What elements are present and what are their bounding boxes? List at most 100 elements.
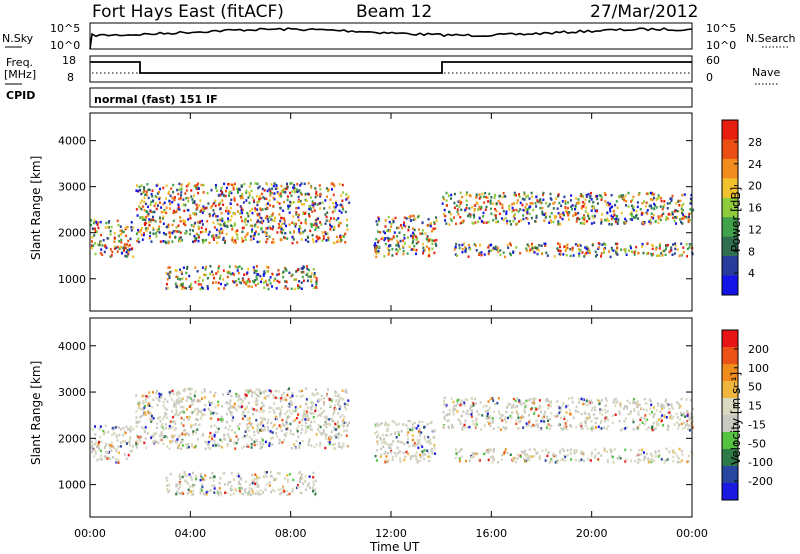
scatter-cell (302, 482, 304, 485)
scatter-cell (276, 418, 279, 421)
scatter-cell (298, 189, 301, 192)
scatter-cell (129, 435, 132, 439)
scatter-cell (503, 194, 506, 198)
scatter-cell (201, 230, 204, 234)
scatter-cell (511, 203, 514, 206)
scatter-cell (166, 278, 169, 281)
scatter-cell (558, 213, 561, 216)
scatter-cell (325, 187, 328, 190)
scatter-cell (476, 410, 479, 413)
scatter-cell (260, 429, 263, 433)
scatter-cell (347, 423, 349, 427)
scatter-cell (160, 424, 163, 428)
scatter-cell (217, 270, 220, 273)
scatter-cell (627, 413, 630, 416)
scatter-cell (485, 450, 488, 453)
scatter-cell (535, 419, 538, 422)
scatter-cell (117, 445, 120, 448)
scatter-cell (582, 453, 585, 457)
scatter-cell (304, 221, 307, 224)
scatter-cell (550, 458, 553, 461)
scatter-cell (520, 402, 523, 406)
scatter-cell (564, 249, 567, 252)
scatter-cell (496, 248, 499, 251)
scatter-cell (304, 425, 307, 428)
scatter-cell (687, 220, 690, 223)
scatter-cell (654, 204, 657, 207)
scatter-cell (244, 430, 247, 433)
scatter-cell (120, 252, 123, 255)
scatter-cell (510, 243, 512, 247)
scatter-cell (185, 189, 188, 192)
scatter-cell (578, 401, 581, 404)
scatter-cell (386, 247, 389, 250)
scatter-cell (512, 209, 515, 212)
scatter-cell (329, 437, 332, 441)
scatter-cell (413, 248, 416, 252)
scatter-cell (204, 268, 207, 271)
scatter-cell (455, 242, 458, 246)
scatter-cell (445, 199, 448, 202)
scatter-cell (606, 459, 609, 462)
scatter-cell (299, 395, 302, 398)
scatter-cell (312, 488, 315, 491)
scatter-cell (654, 427, 657, 430)
scatter-cell (306, 412, 309, 416)
scatter-cell (562, 253, 565, 256)
scatter-cell (690, 193, 693, 197)
scatter-cell (319, 442, 322, 445)
scatter-cell (668, 407, 671, 411)
scatter-cell (221, 420, 224, 423)
scatter-cell (628, 249, 631, 252)
scatter-cell (219, 418, 222, 421)
scatter-cell (249, 182, 252, 185)
scatter-cell (199, 410, 202, 414)
scatter-cell (418, 228, 420, 231)
scatter-cell (678, 254, 681, 258)
scatter-cell (525, 424, 528, 428)
scatter-cell (111, 441, 114, 445)
scatter-cell (517, 416, 520, 420)
scatter-cell (611, 248, 613, 251)
scatter-cell (162, 222, 165, 225)
y-tick-label: 4000 (58, 135, 86, 148)
scatter-cell (597, 452, 600, 455)
scatter-cell (228, 271, 231, 274)
scatter-cell (662, 205, 665, 209)
scatter-cell (568, 218, 570, 221)
scatter-cell (282, 190, 285, 194)
x-tick-label: 20:00 (576, 527, 608, 540)
scatter-cell (305, 410, 308, 413)
scatter-cell (660, 405, 663, 408)
scatter-cell (630, 200, 633, 203)
scatter-cell (158, 197, 161, 201)
scatter-cell (503, 417, 506, 421)
scatter-cell (391, 218, 394, 221)
scatter-cell (413, 233, 416, 236)
scatter-cell (273, 477, 276, 481)
scatter-cell (505, 410, 508, 414)
scatter-cell (314, 409, 317, 413)
scatter-cell (492, 450, 495, 453)
scatter-cell (578, 459, 581, 463)
scatter-cell (631, 215, 634, 218)
scatter-cell (229, 190, 232, 193)
scatter-cell (230, 471, 233, 475)
scatter-cell (279, 192, 282, 195)
scatter-cell (395, 436, 398, 439)
scatter-cell (185, 287, 188, 290)
scatter-cell (269, 470, 272, 474)
scatter-cell (192, 229, 194, 232)
scatter-cell (330, 430, 333, 433)
scatter-cell (237, 404, 240, 408)
scatter-cell (256, 240, 259, 244)
scatter-cell (140, 233, 143, 237)
scatter-cell (494, 402, 496, 406)
scatter-cell (294, 447, 297, 450)
velocity-scatter-cells (90, 387, 694, 497)
scatter-cell (256, 195, 258, 198)
scatter-cell (342, 423, 345, 427)
scatter-cell (248, 201, 251, 205)
scatter-cell (335, 399, 338, 402)
scatter-cell (254, 207, 257, 210)
